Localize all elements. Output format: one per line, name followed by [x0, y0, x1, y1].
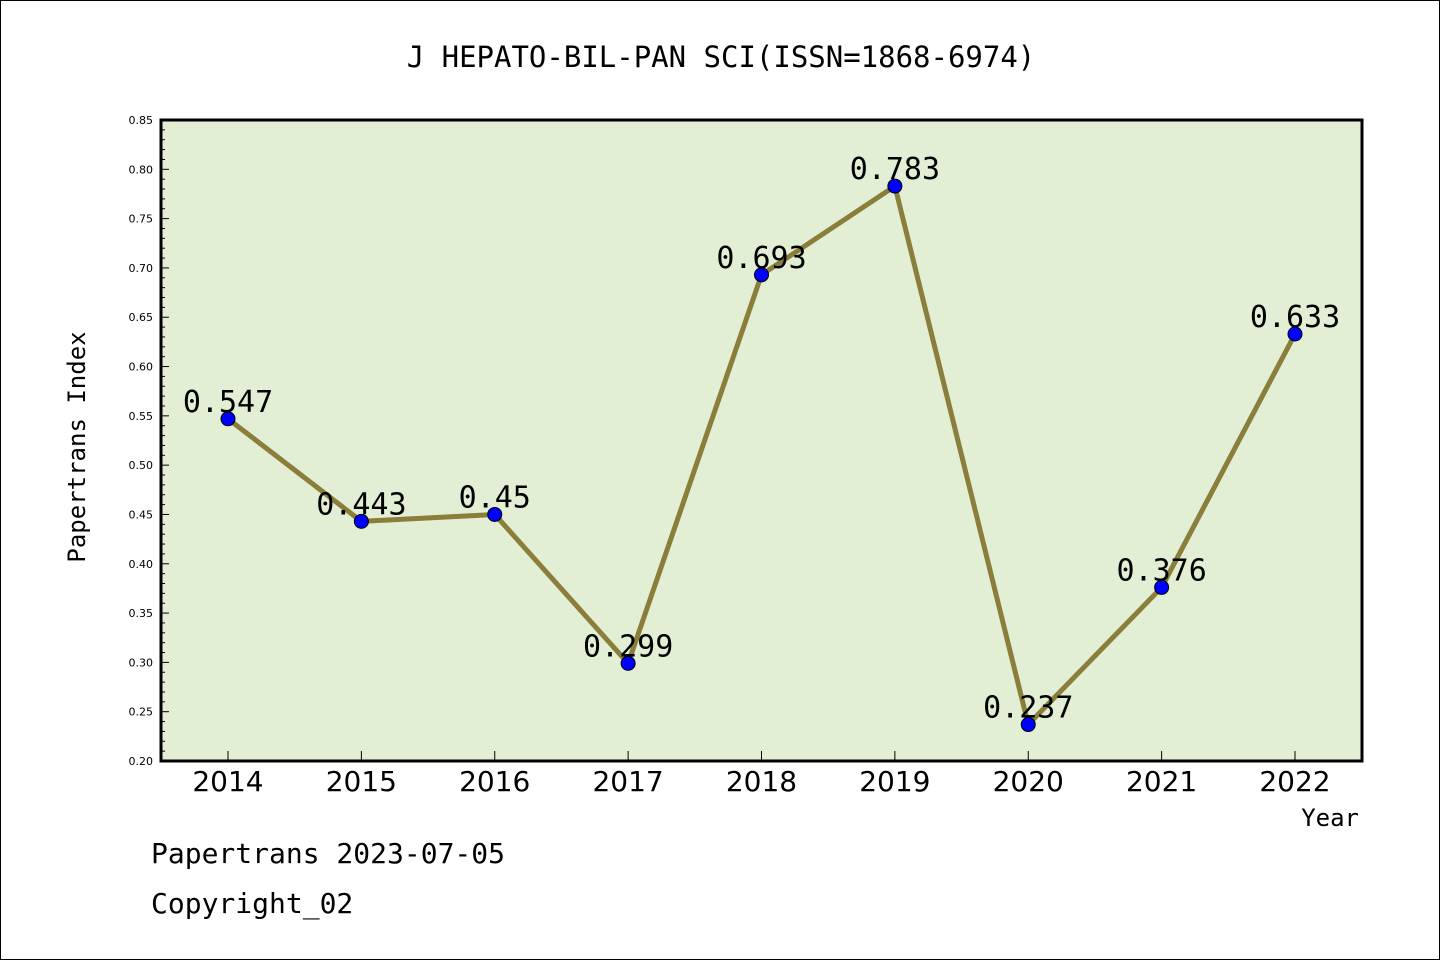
data-label: 0.443	[316, 487, 406, 522]
x-tick-label: 2017	[592, 765, 663, 798]
data-point	[887, 178, 903, 194]
y-tick-label: 0.70	[129, 262, 154, 275]
x-axis-label: Year	[1301, 804, 1359, 832]
data-point	[1287, 326, 1303, 342]
x-tick-label: 2019	[859, 765, 930, 798]
data-label: 0.693	[716, 241, 806, 276]
data-label: 0.45	[459, 480, 531, 515]
y-tick-label: 0.55	[129, 410, 154, 423]
data-label: 0.237	[983, 691, 1073, 726]
data-point	[353, 513, 369, 529]
data-point	[620, 655, 636, 671]
y-tick-label: 0.75	[129, 213, 154, 226]
y-tick-label: 0.65	[129, 311, 154, 324]
x-tick-label: 2014	[192, 765, 263, 798]
data-point	[754, 267, 769, 283]
series-layer: 0.547 0.443 0.45 0.299 0.693 0.783 0.237 0.376 0…	[183, 152, 1340, 733]
y-tick-label: 0.30	[129, 656, 154, 669]
y-tick-label: 0.35	[129, 607, 154, 620]
plot-area	[159, 118, 1364, 763]
footer-date-line: Papertrans 2023-07-05	[151, 837, 506, 870]
y-tick-label: 0.40	[129, 558, 154, 571]
x-tick-label: 2016	[459, 765, 530, 798]
y-tick-label: 0.85	[129, 114, 154, 127]
data-label: 0.783	[850, 152, 940, 187]
y-tick-label: 0.20	[129, 755, 154, 768]
x-tick-label: 2018	[726, 765, 797, 798]
data-label: 0.299	[583, 629, 673, 664]
data-point	[487, 506, 503, 522]
x-axis-ticks: 2014 2015 2016 2017 2018 2019 2020 2021 2022	[192, 751, 1331, 798]
x-tick-label: 2020	[993, 765, 1064, 798]
x-tick-label: 2015	[326, 765, 397, 798]
y-axis-label: Papertrans Index	[63, 331, 91, 562]
x-tick-label: 2022	[1259, 765, 1330, 798]
data-label: 0.633	[1250, 300, 1340, 335]
data-label: 0.547	[183, 385, 273, 420]
y-tick-label: 0.60	[129, 361, 154, 374]
footer-copyright: Copyright_02	[151, 887, 354, 920]
y-axis-ticks: 0.20 0.25 0.30 0.35 0.40 0.45 0.50 0.55 0.60 0.65…	[129, 114, 169, 768]
y-tick-label: 0.25	[129, 706, 154, 719]
x-tick-label: 2021	[1126, 765, 1197, 798]
y-tick-label: 0.80	[129, 163, 154, 176]
data-point	[1020, 717, 1036, 733]
chart-title: J HEPATO-BIL-PAN SCI(ISSN=1868-6974)	[407, 40, 1036, 74]
data-point	[1154, 579, 1170, 595]
data-point	[220, 411, 236, 427]
y-tick-label: 0.45	[129, 508, 154, 521]
data-label: 0.376	[1116, 553, 1206, 588]
y-tick-label: 0.50	[129, 459, 154, 472]
